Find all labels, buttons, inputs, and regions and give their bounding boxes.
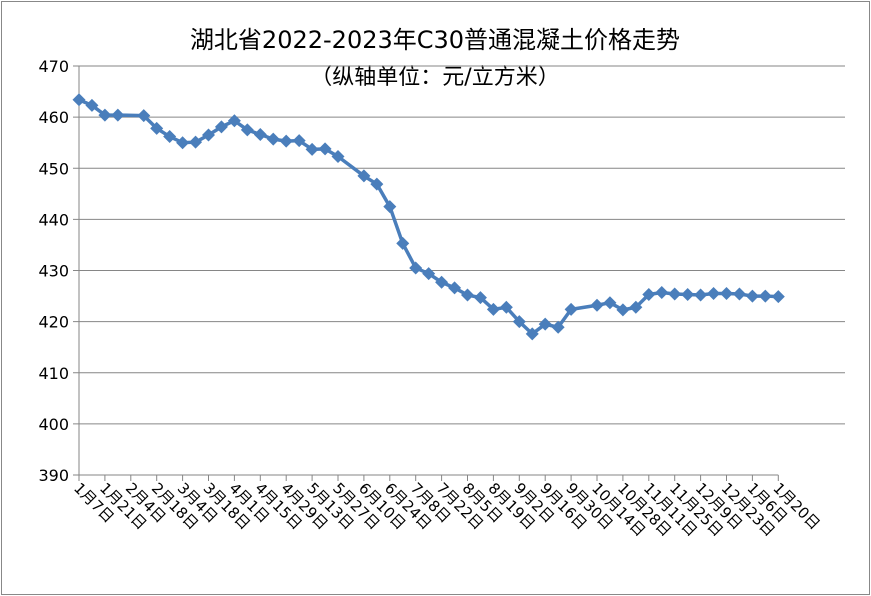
data-point bbox=[461, 288, 474, 302]
data-point bbox=[694, 288, 708, 302]
y-tick-label: 390 bbox=[38, 466, 69, 485]
data-point bbox=[279, 134, 293, 148]
data-point bbox=[370, 177, 384, 191]
y-tick-label: 460 bbox=[38, 108, 69, 127]
data-point bbox=[214, 120, 228, 134]
data-point bbox=[266, 132, 280, 146]
data-point bbox=[422, 267, 436, 281]
data-point bbox=[227, 114, 241, 128]
data-point bbox=[292, 134, 306, 148]
data-point bbox=[629, 300, 643, 314]
y-tick-label: 420 bbox=[38, 313, 69, 332]
data-point bbox=[163, 130, 177, 144]
data-point bbox=[137, 109, 151, 123]
y-tick-label: 400 bbox=[38, 415, 69, 434]
data-point bbox=[720, 287, 733, 301]
data-point bbox=[732, 287, 746, 301]
data-point bbox=[564, 302, 578, 316]
data-point bbox=[499, 300, 513, 314]
y-tick-label: 440 bbox=[38, 210, 69, 229]
data-point bbox=[538, 317, 552, 331]
y-tick-label: 410 bbox=[38, 364, 69, 383]
data-point bbox=[590, 298, 604, 312]
y-tick-label: 470 bbox=[38, 57, 69, 76]
data-point bbox=[409, 261, 423, 275]
data-point bbox=[253, 128, 267, 142]
data-point bbox=[616, 303, 630, 317]
data-point bbox=[72, 93, 86, 107]
data-point bbox=[150, 121, 164, 135]
data-point bbox=[202, 128, 215, 142]
data-point bbox=[240, 123, 254, 137]
data-point bbox=[318, 142, 332, 156]
data-point bbox=[331, 149, 345, 163]
data-point bbox=[603, 296, 617, 310]
data-point bbox=[668, 287, 682, 301]
data-point bbox=[176, 136, 190, 150]
series-line bbox=[78, 98, 779, 336]
data-point bbox=[85, 98, 99, 112]
data-point bbox=[771, 290, 785, 304]
data-point bbox=[383, 200, 397, 214]
data-point bbox=[681, 288, 695, 302]
data-point bbox=[357, 169, 371, 183]
data-point bbox=[655, 285, 669, 299]
data-point bbox=[758, 289, 772, 303]
data-point bbox=[435, 275, 449, 289]
data-point bbox=[111, 108, 125, 122]
chart-title: 湖北省2022-2023年C30普通混凝土价格走势 bbox=[190, 26, 680, 54]
data-point bbox=[448, 281, 462, 295]
data-point bbox=[512, 315, 526, 329]
data-point bbox=[396, 236, 410, 250]
data-point bbox=[551, 320, 565, 334]
data-point bbox=[486, 302, 500, 316]
data-point bbox=[745, 289, 759, 303]
data-point bbox=[525, 327, 539, 341]
y-tick-label: 450 bbox=[38, 159, 69, 178]
y-tick-label: 430 bbox=[38, 262, 69, 281]
chart-subtitle: （纵轴单位：元/立方米） bbox=[310, 65, 559, 90]
data-point bbox=[473, 291, 487, 305]
data-point bbox=[305, 142, 319, 156]
data-point bbox=[642, 288, 656, 302]
data-point bbox=[98, 108, 112, 122]
data-point bbox=[189, 135, 203, 149]
data-point bbox=[707, 287, 721, 301]
